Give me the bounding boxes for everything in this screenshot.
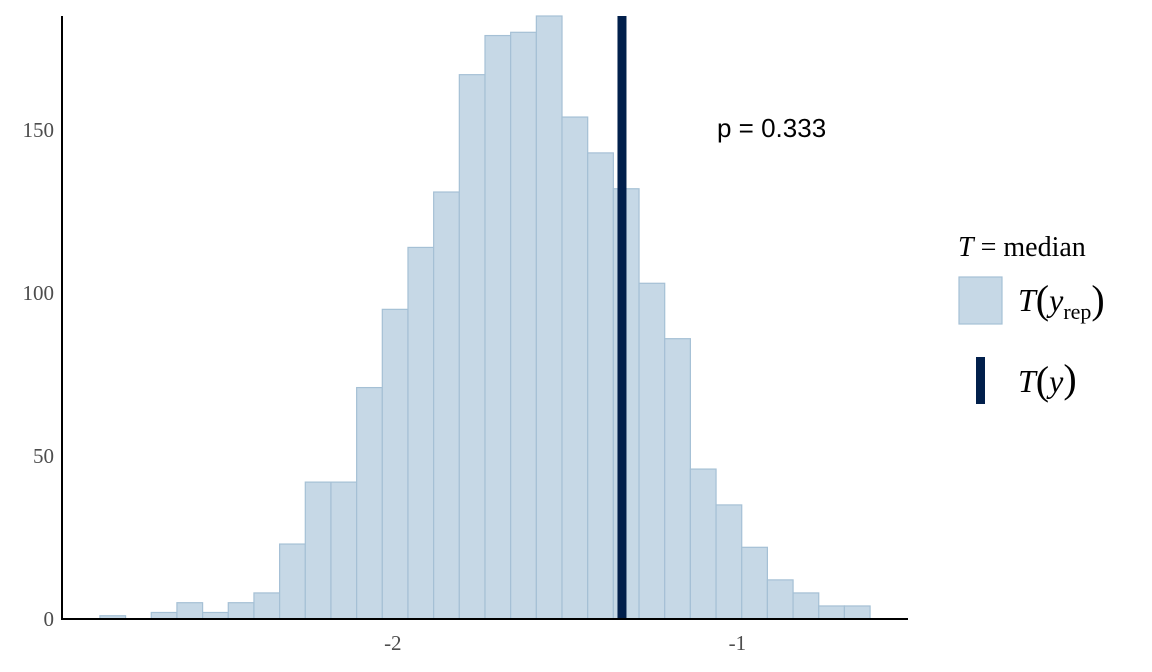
legend-title: T = median [958, 232, 1086, 263]
y-tick-label: 100 [23, 281, 55, 305]
legend-label-yrep: T(yrep) [1018, 277, 1105, 324]
histogram-bar [407, 246, 435, 620]
legend-label-yrep-variable: y [1046, 282, 1064, 318]
legend-label-y-close-paren: ) [1063, 356, 1076, 401]
histogram-bar [227, 602, 255, 620]
p-value-annotation: p = 0.333 [717, 113, 826, 143]
bars-layer [99, 15, 871, 620]
histogram-bar [381, 308, 409, 620]
histogram-bar [176, 602, 204, 620]
axes-layer [61, 16, 908, 620]
legend: T = median T(yrep) T(y) [958, 232, 1105, 404]
ticks-layer: 0 50 100 150 -2 -1 [23, 118, 747, 655]
histogram-bar [689, 468, 717, 620]
histogram-bar [458, 74, 486, 620]
legend-label-yrep-close-paren: ) [1091, 277, 1104, 322]
y-tick-label: 150 [23, 118, 55, 142]
legend-title-symbol: T [958, 232, 976, 263]
histogram-bar [818, 605, 846, 620]
legend-swatch-yrep [958, 276, 1003, 325]
histogram-bar [715, 504, 743, 620]
y-tick-label: 50 [33, 444, 54, 468]
x-tick-label: -2 [384, 631, 402, 655]
legend-label-y-variable: y [1046, 363, 1064, 399]
histogram-bar [587, 152, 614, 620]
histogram-bar [253, 592, 281, 620]
histogram-bar [433, 191, 460, 620]
histogram-bar [766, 579, 794, 620]
histogram-bar [561, 116, 589, 620]
histogram-bar [279, 543, 306, 620]
histogram-bar [535, 15, 563, 620]
legend-label-yrep-subscript: rep [1063, 299, 1091, 324]
histogram-bar [741, 546, 769, 620]
y-tick-label: 0 [44, 607, 55, 631]
histogram-bar [664, 338, 691, 620]
legend-title-text: = median [974, 232, 1086, 263]
legend-label-y: T(y) [1018, 356, 1077, 403]
histogram-bar [484, 34, 512, 620]
legend-swatch-y [976, 357, 985, 404]
histogram-bar [510, 31, 537, 620]
legend-label-yrep-symbol: T [1018, 282, 1038, 318]
legend-label-yrep-open-paren: ( [1036, 277, 1049, 322]
histogram-bar [304, 481, 332, 620]
legend-label-y-open-paren: ( [1036, 358, 1049, 403]
legend-label-y-symbol: T [1018, 363, 1038, 399]
histogram-bar [638, 282, 666, 620]
histogram-bar [843, 605, 871, 620]
x-tick-label: -1 [729, 631, 747, 655]
histogram-bar [330, 481, 358, 620]
histogram-bar [792, 592, 820, 620]
histogram-bar [356, 386, 383, 620]
